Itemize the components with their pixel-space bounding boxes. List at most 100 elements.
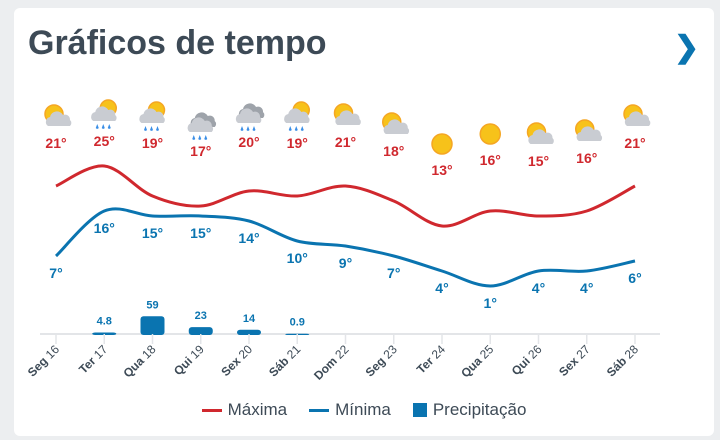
sun-shape xyxy=(479,123,501,145)
x-tick-label: Seg 23 xyxy=(363,342,400,379)
cloud-shape xyxy=(528,129,554,144)
cloud-shape xyxy=(235,108,262,123)
precip-label: 4.8 xyxy=(97,316,112,328)
raindrop-shape xyxy=(252,126,256,131)
legend-precip-label: Precipitação xyxy=(432,400,527,419)
precip-bar xyxy=(140,316,165,335)
precip-label: 23 xyxy=(195,310,207,322)
legend-precip[interactable]: Precipitação xyxy=(412,400,527,420)
max-temp-label: 15° xyxy=(528,153,549,169)
x-tick-label: Qua 25 xyxy=(458,342,496,380)
max-temp-label: 19° xyxy=(142,135,163,151)
partly-cloudy-rain-icon xyxy=(139,101,166,131)
legend-min[interactable]: Mínima xyxy=(309,400,391,420)
partly-cloudy-icon xyxy=(623,104,651,126)
max-temp-line xyxy=(55,164,636,228)
legend-max-swatch xyxy=(201,408,222,412)
min-temp-label: 10° xyxy=(287,250,308,266)
partly-cloudy-icon xyxy=(333,103,361,125)
min-temp-line xyxy=(54,207,636,288)
raindrop-shape xyxy=(246,126,250,131)
x-tick-label: Qui 26 xyxy=(509,342,545,378)
max-temp-label: 21° xyxy=(335,134,356,150)
min-temp-label: 15° xyxy=(142,225,163,241)
x-tick-label: Ter 24 xyxy=(414,342,449,377)
x-tick-label: Sáb 21 xyxy=(266,342,303,379)
raindrop-shape xyxy=(107,124,111,129)
cloud-shape xyxy=(45,111,72,126)
sun-shape xyxy=(431,133,453,155)
min-temp-label: 7° xyxy=(49,265,62,281)
partly-cloudy-icon xyxy=(526,122,554,144)
min-temp-label: 1° xyxy=(484,295,497,311)
x-tick-label: Sáb 28 xyxy=(604,342,641,379)
partly-cloudy-icon xyxy=(575,119,603,141)
legend-precip-swatch xyxy=(412,403,427,417)
cloud-shape xyxy=(576,126,603,141)
legend: Máxima Mínima Precipitação xyxy=(14,400,714,420)
x-tick-label: Qua 18 xyxy=(120,342,158,380)
max-temp-label: 16° xyxy=(576,150,597,166)
precip-bar xyxy=(237,329,261,335)
max-temp-label: 21° xyxy=(624,135,645,151)
chevron-right-icon[interactable]: ❯ xyxy=(674,31,700,64)
precip-label: 0.9 xyxy=(290,317,305,329)
precip-bar xyxy=(92,332,117,335)
x-tick-label: Qui 19 xyxy=(171,342,207,378)
min-temp-label: 4° xyxy=(532,280,545,296)
precip-label: 59 xyxy=(146,299,158,311)
partly-cloudy-icon xyxy=(44,104,72,126)
x-tick-label: Dom 22 xyxy=(311,342,352,383)
legend-max[interactable]: Máxima xyxy=(201,400,288,420)
raindrop-shape xyxy=(198,135,202,140)
legend-min-swatch xyxy=(309,408,330,412)
cloud-shape xyxy=(624,111,651,126)
cloud-shape xyxy=(383,119,410,134)
sunny-icon xyxy=(431,133,453,155)
cloud-shape xyxy=(187,117,214,132)
x-tick-label: Sex 20 xyxy=(218,342,255,379)
legend-max-label: Máxima xyxy=(227,400,288,419)
cloud-shape xyxy=(91,106,117,121)
x-tick-label: Seg 16 xyxy=(25,342,62,379)
partly-cloudy-icon xyxy=(382,112,410,134)
max-temp-label: 17° xyxy=(190,143,211,159)
max-temp-label: 21° xyxy=(45,135,66,151)
raindrop-shape xyxy=(300,126,304,131)
min-temp-label: 16° xyxy=(94,220,115,236)
precip-label: 14 xyxy=(243,313,256,325)
min-temp-label: 14° xyxy=(238,230,259,246)
max-temp-label: 20° xyxy=(238,134,259,150)
sunny-icon xyxy=(479,123,501,145)
raindrop-shape xyxy=(95,124,99,129)
raindrop-shape xyxy=(150,126,153,131)
raindrop-shape xyxy=(101,124,105,129)
raindrop-shape xyxy=(240,126,244,131)
min-temp-label: 15° xyxy=(190,225,211,241)
max-temp-label: 25° xyxy=(94,133,115,149)
min-temp-label: 6° xyxy=(628,270,641,286)
min-temp-label: 4° xyxy=(580,280,593,296)
max-temp-label: 19° xyxy=(287,135,308,151)
min-temp-label: 9° xyxy=(339,255,352,271)
min-temp-label: 7° xyxy=(387,265,400,281)
raindrop-shape xyxy=(192,135,196,140)
raindrop-shape xyxy=(156,126,159,131)
x-tick-label: Ter 17 xyxy=(76,342,111,377)
legend-min-label: Mínima xyxy=(335,400,391,419)
cloud-shape xyxy=(284,108,310,123)
weather-chart-card: Gráficos de tempo ❯ 21° 7° Seg 16 25° 16° 4.8… xyxy=(14,8,714,436)
weather-chart: 21° 7° Seg 16 25° 16° 4.8 Ter 17 19° 15° 59 Qua 18… xyxy=(25,99,660,383)
max-temp-label: 16° xyxy=(480,152,501,168)
cloud-shape xyxy=(139,108,165,123)
cloud-shape xyxy=(335,110,361,125)
max-temp-label: 13° xyxy=(431,162,452,178)
rain-icon xyxy=(187,112,217,140)
max-temp-label: 18° xyxy=(383,143,404,159)
partly-cloudy-rain-icon xyxy=(284,101,310,131)
x-tick-label: Sex 27 xyxy=(556,342,593,379)
raindrop-shape xyxy=(288,126,292,131)
raindrop-shape xyxy=(144,126,147,131)
raindrop-shape xyxy=(294,126,298,131)
precip-bar xyxy=(188,327,213,335)
